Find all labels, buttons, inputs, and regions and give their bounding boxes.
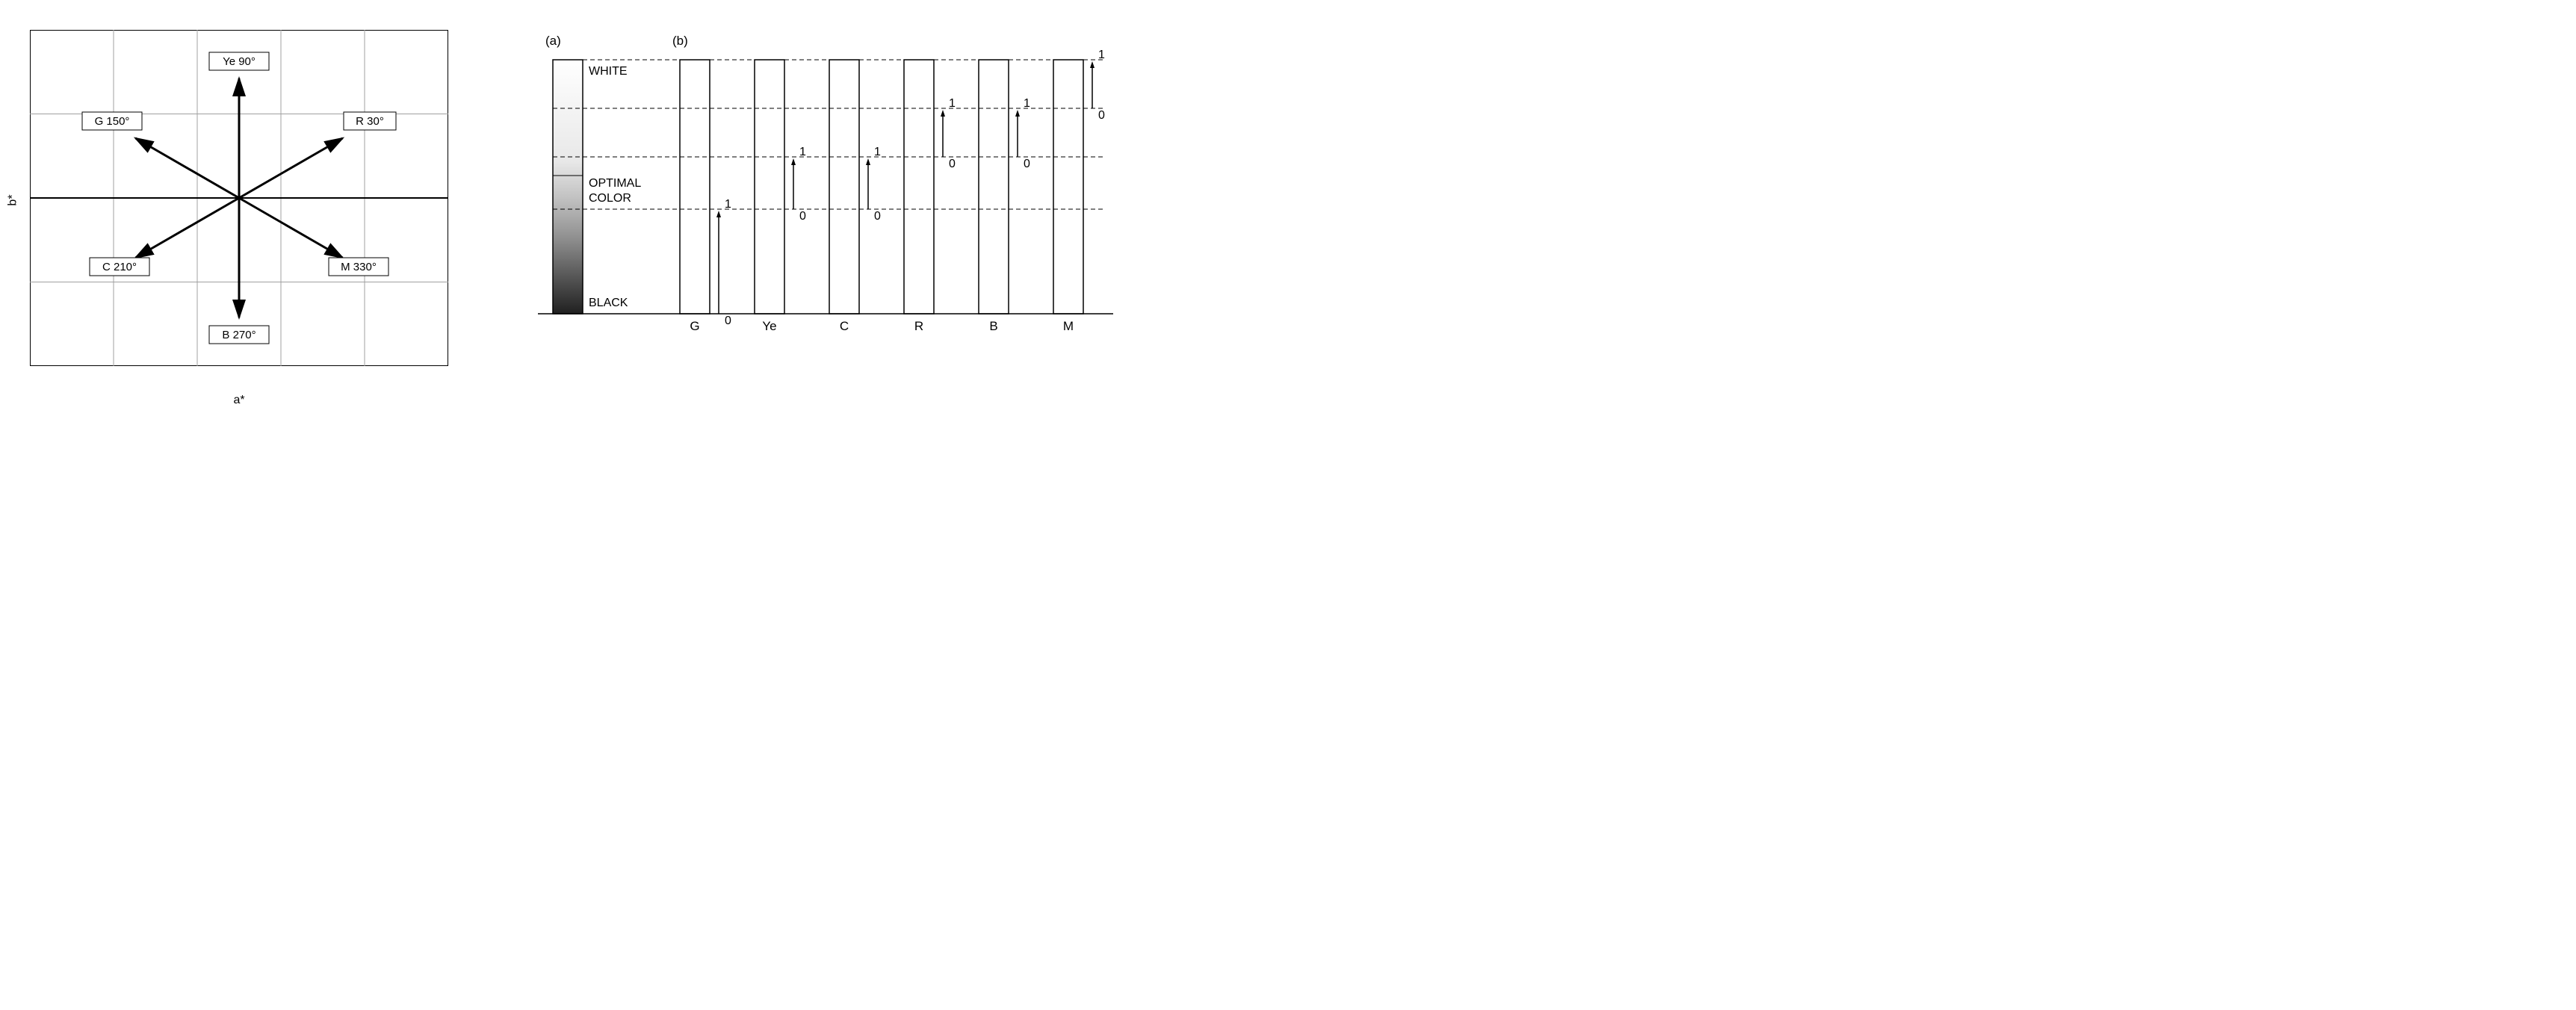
value-one: 1 (874, 146, 881, 158)
bar-name: B (989, 319, 997, 333)
value-zero: 0 (874, 210, 881, 223)
bar-name: G (690, 319, 699, 333)
hue-angle-chart: b* Ye 90°R 30°M 330°B 270°C 210°G 150° a… (30, 30, 448, 370)
bar-name: C (840, 319, 849, 333)
hue-label: Ye 90° (223, 55, 256, 68)
value-zero: 0 (1024, 158, 1030, 170)
section-b-label: (b) (672, 34, 688, 48)
value-zero: 0 (799, 210, 806, 223)
value-one: 1 (799, 146, 806, 158)
hue-label: G 150° (95, 115, 130, 128)
value-one: 1 (949, 97, 956, 110)
bars-chart-section: (a) (b) WHITE OPTIMAL COLOR BLACK 1 0 G 1 0 Ye 1 0 C 1 0… (523, 30, 1121, 377)
bar-name: M (1063, 319, 1074, 333)
value-zero: 0 (725, 315, 731, 327)
hue-svg: Ye 90° R 30° M 330° B 270° C 210° G 150° (30, 30, 448, 366)
bars-svg: (a) (b) WHITE OPTIMAL COLOR BLACK 1 0 G 1 0 Ye 1 0 C 1 0… (523, 30, 1121, 374)
value-one: 1 (1024, 97, 1030, 110)
hue-label: C 210° (102, 261, 137, 273)
bar-name: R (914, 319, 923, 333)
bar-name: Ye (762, 319, 776, 333)
value-one: 1 (725, 198, 731, 211)
hue-label: R 30° (356, 115, 384, 128)
value-zero: 0 (1098, 109, 1105, 122)
hue-label: B 270° (222, 329, 256, 341)
x-axis-label: a* (233, 394, 244, 407)
value-zero: 0 (949, 158, 956, 170)
hue-label: M 330° (341, 261, 377, 273)
y-axis-label: b* (7, 194, 20, 205)
ref-label-optimal: OPTIMAL (589, 177, 641, 190)
ref-label-color: COLOR (589, 192, 631, 205)
ref-label-black: BLACK (589, 297, 628, 309)
value-one: 1 (1098, 49, 1105, 61)
section-a-label: (a) (545, 34, 561, 48)
ref-label-white: WHITE (589, 65, 628, 78)
